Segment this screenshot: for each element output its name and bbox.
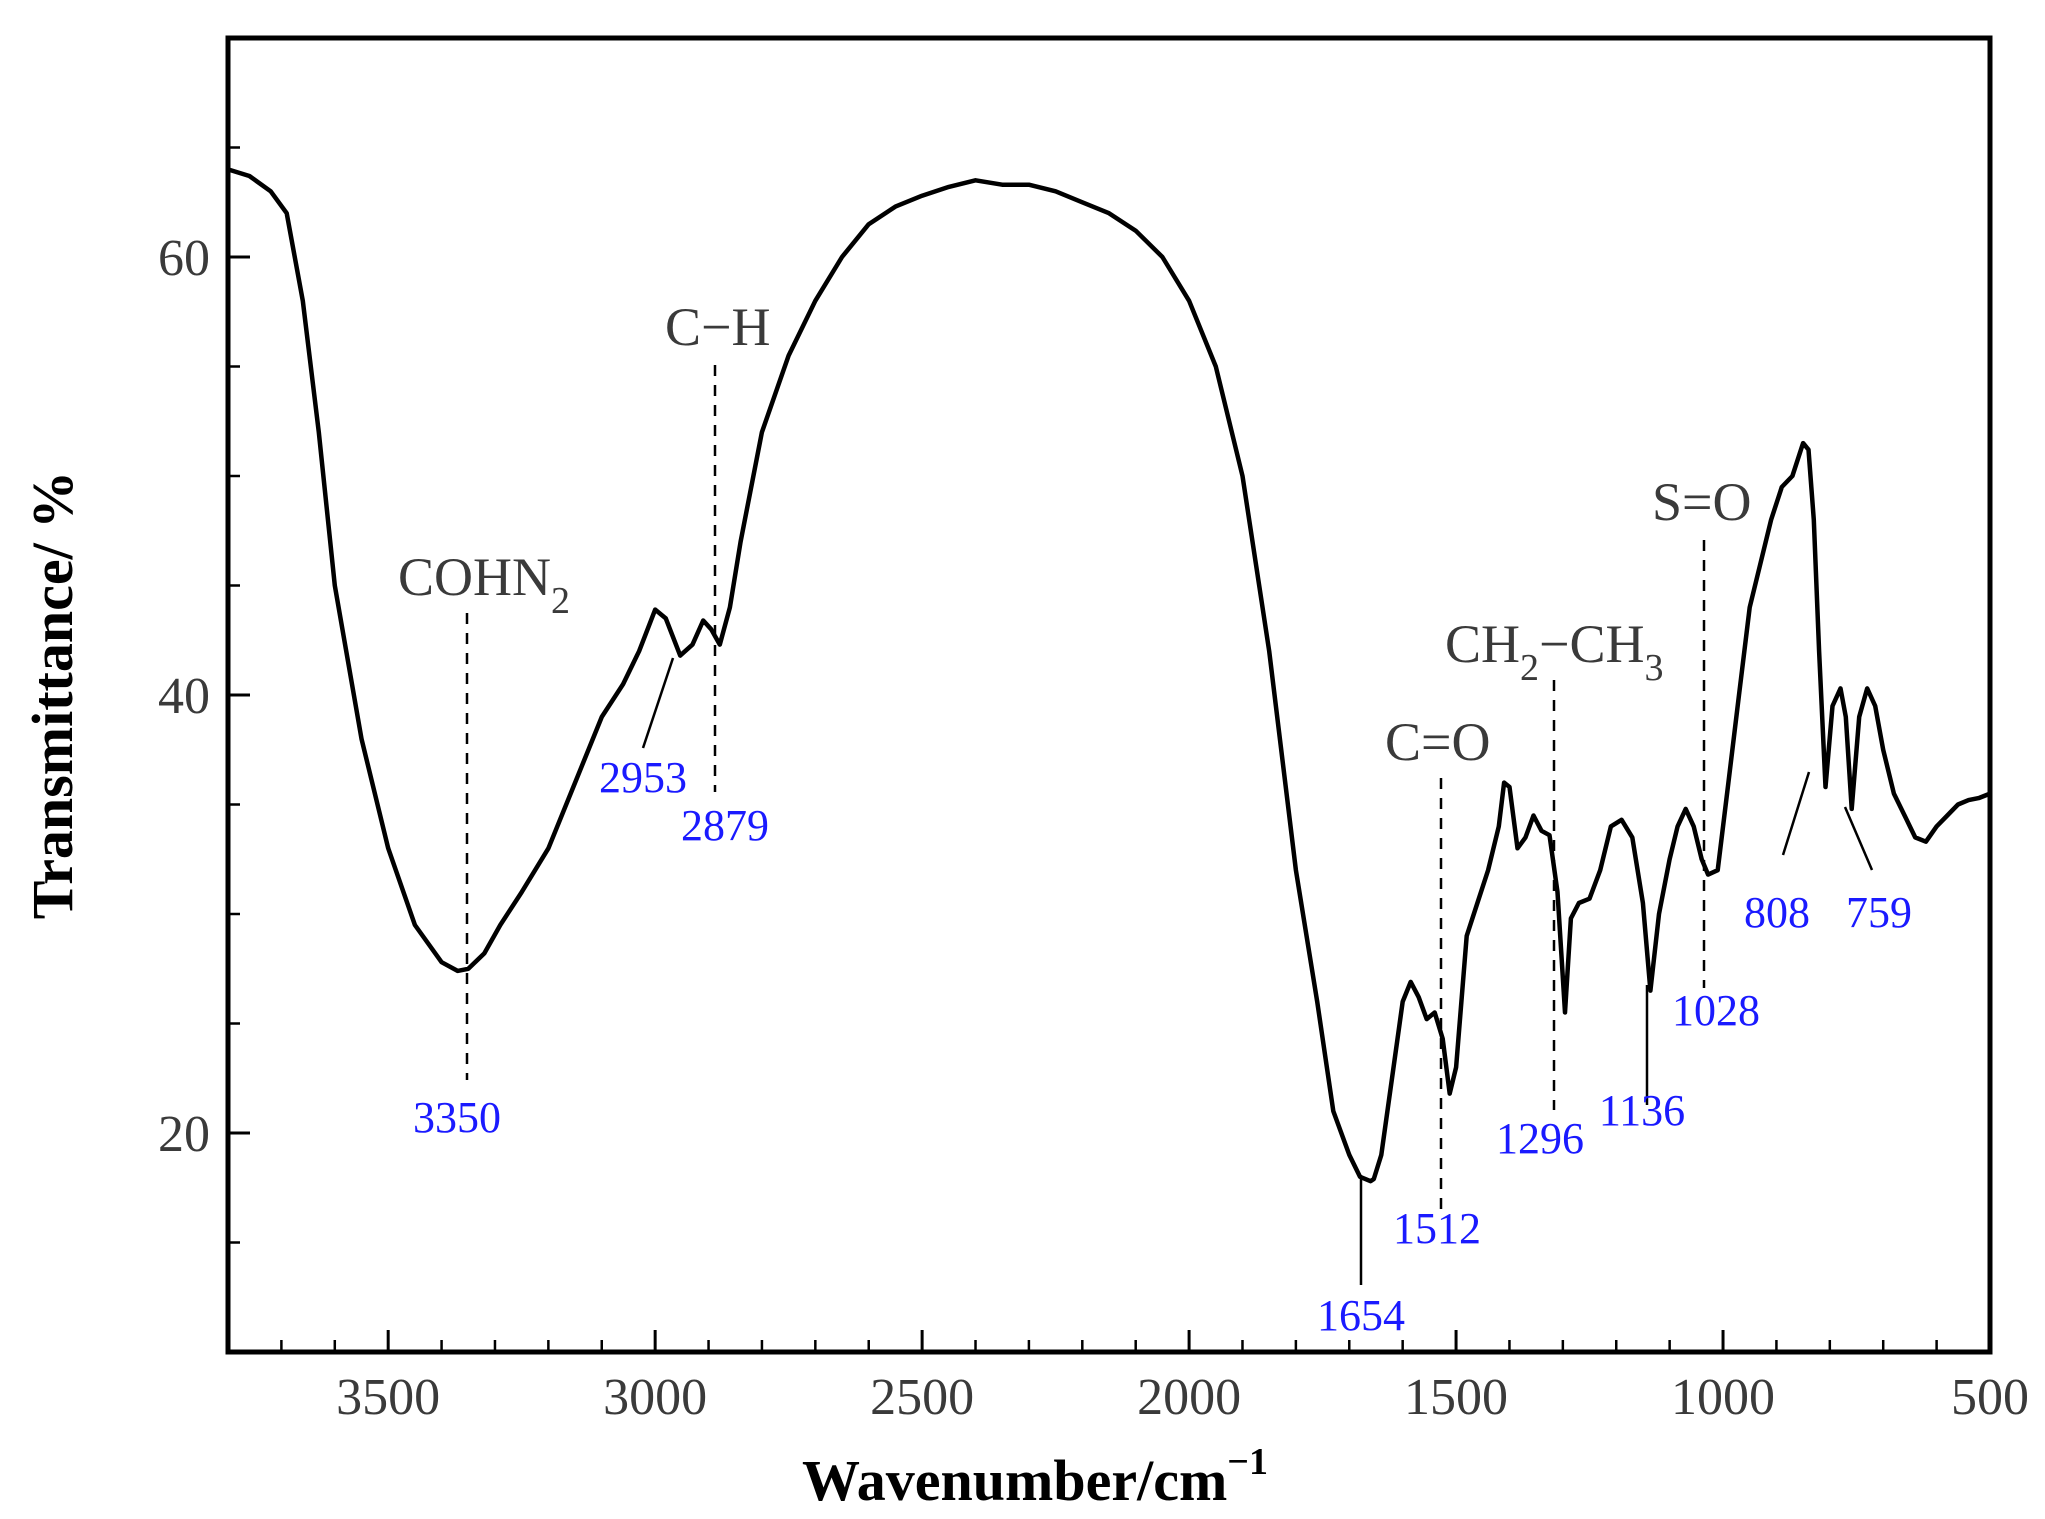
plot-frame bbox=[225, 35, 1993, 1355]
x-tick-label: 500 bbox=[1951, 1369, 2029, 1426]
peak-label-1512: 1512 bbox=[1393, 1204, 1481, 1253]
group-label-ch2-ch3-a: CH bbox=[1445, 614, 1520, 674]
leader-808 bbox=[1781, 771, 1811, 856]
peak-label-808: 808 bbox=[1744, 888, 1810, 937]
x-tick-label: 2500 bbox=[870, 1369, 974, 1426]
x-axis-title: Wavenumber/cm−1 bbox=[802, 1441, 1268, 1513]
y-tick-label: 40 bbox=[158, 668, 210, 725]
peak-label-1136: 1136 bbox=[1599, 1086, 1685, 1135]
y-tick-label: 60 bbox=[158, 230, 210, 287]
peak-label-2879: 2879 bbox=[681, 801, 769, 850]
peak-label-2953: 2953 bbox=[599, 753, 687, 802]
group-label-ch: C−H bbox=[665, 297, 770, 357]
group-label-ch2-ch3-sub2: 3 bbox=[1644, 647, 1663, 689]
group-label-cohn2: COHN2 bbox=[398, 547, 570, 622]
group-label-so: S=O bbox=[1652, 472, 1751, 532]
group-label-cohn2-sub: 2 bbox=[551, 580, 570, 622]
x-tick-label: 3500 bbox=[336, 1369, 440, 1426]
x-tick-label: 3000 bbox=[603, 1369, 707, 1426]
dashed-guides bbox=[465, 365, 1706, 1210]
y-tick-label: 20 bbox=[158, 1106, 210, 1163]
y-axis-title: Transmittance/ % bbox=[20, 471, 85, 919]
leader-2953 bbox=[641, 657, 675, 749]
peak-label-759: 759 bbox=[1846, 888, 1912, 937]
x-tick-label: 1000 bbox=[1671, 1369, 1775, 1426]
peak-label-1296: 1296 bbox=[1496, 1114, 1584, 1163]
peak-label-1028: 1028 bbox=[1672, 986, 1760, 1035]
x-tick-label: 2000 bbox=[1137, 1369, 1241, 1426]
axis-ticks: 3500 3000 2500 2000 1500 1000 500 20 40 60 bbox=[158, 146, 2029, 1426]
group-label-ch2-ch3: CH2−CH3 bbox=[1445, 614, 1663, 689]
peak-label-1654: 1654 bbox=[1317, 1291, 1405, 1340]
x-axis-title-sup: −1 bbox=[1227, 1441, 1268, 1483]
group-label-co: C=O bbox=[1385, 712, 1490, 772]
spectrum-line bbox=[227, 167, 1991, 1184]
group-label-ch2-ch3-b: −CH bbox=[1539, 614, 1644, 674]
group-label-ch2-ch3-sub1: 2 bbox=[1520, 647, 1539, 689]
leader-759 bbox=[1843, 806, 1874, 871]
x-axis-title-main: Wavenumber/cm bbox=[802, 1448, 1227, 1513]
group-label-cohn2-main: COHN bbox=[398, 547, 551, 607]
leader-lines bbox=[641, 657, 1874, 1285]
peak-label-3350: 3350 bbox=[413, 1093, 501, 1142]
x-tick-label: 1500 bbox=[1404, 1369, 1508, 1426]
